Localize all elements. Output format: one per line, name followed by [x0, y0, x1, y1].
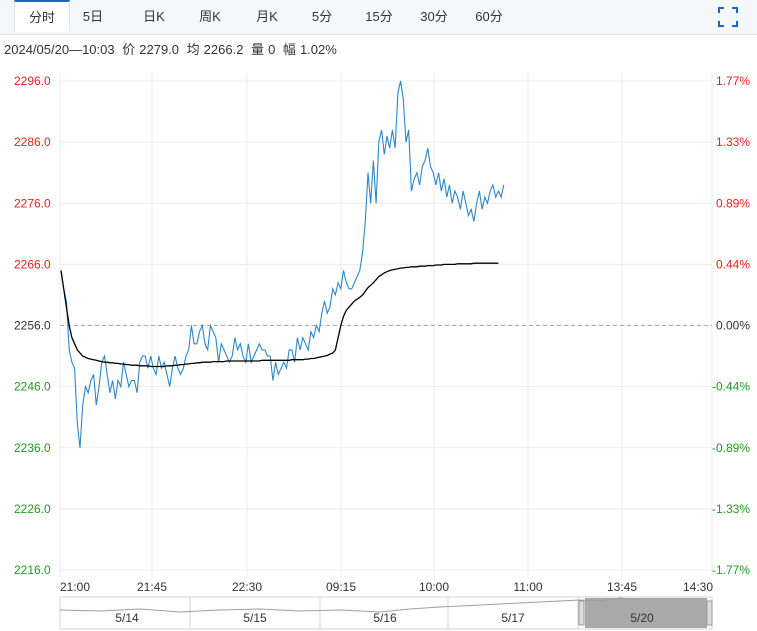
y-tick-right: -0.44% — [712, 380, 750, 394]
navigator-mini-line — [59, 597, 641, 613]
y-tick-left: 2296.0 — [14, 74, 51, 88]
navigator-handle-left — [578, 600, 585, 626]
x-tick-label: 22:30 — [232, 580, 262, 594]
tab-5[interactable]: 5分 — [311, 9, 333, 24]
tab-1[interactable]: 5日 — [82, 9, 104, 24]
price-label: 价 — [122, 42, 136, 57]
y-tick-right: -1.33% — [712, 502, 750, 516]
change-label: 幅 — [282, 42, 296, 57]
x-tick-label: 13:45 — [607, 580, 637, 594]
x-tick-label: 21:45 — [137, 580, 167, 594]
tab-2[interactable]: 日K — [143, 9, 165, 24]
y-tick-right: 0.44% — [716, 257, 750, 271]
tab-4[interactable]: 月K — [256, 9, 278, 24]
price-value: 2279.0 — [139, 42, 180, 57]
x-tick-label: 10:00 — [419, 580, 449, 594]
y-tick-right: 1.33% — [716, 135, 750, 149]
intraday-chart[interactable]: 2296.0 2286.0 2276.0 2266.0 2256.0 2246.0 2236… — [0, 60, 757, 631]
x-tick-label: 21:00 — [60, 580, 90, 594]
y-tick-left: 2256.0 — [14, 319, 51, 333]
y-tick-left: 2216.0 — [14, 563, 51, 577]
y-tick-left: 2246.0 — [14, 380, 51, 394]
tab-0[interactable]: 分时 — [14, 0, 70, 32]
navigator-handle-right — [706, 600, 713, 626]
y-tick-right: -0.89% — [712, 441, 750, 455]
volume-label: 量 — [251, 42, 265, 57]
volume-value: 0 — [268, 42, 276, 57]
navigator-selection — [585, 598, 707, 628]
change-value: 1.02% — [299, 42, 337, 57]
period-tab-bar: 分时 5日 日K 周K 月K 5分 15分 30分 60分 — [0, 0, 757, 35]
quote-datetime: 2024/05/20—10:03 — [4, 42, 115, 57]
tab-7[interactable]: 30分 — [420, 9, 448, 24]
x-tick-label: 14:30 — [683, 580, 713, 594]
avg-price-line — [60, 262, 499, 368]
y-tick-right: -1.77% — [712, 563, 750, 577]
x-tick-label: 11:00 — [513, 580, 542, 594]
y-tick-left: 2266.0 — [14, 257, 51, 271]
tab-6[interactable]: 15分 — [365, 9, 393, 24]
fullscreen-icon[interactable] — [716, 5, 740, 29]
navigator-date-label: 5/20 — [630, 611, 654, 625]
navigator-date-label: 5/14 — [115, 611, 139, 625]
price-line — [60, 80, 505, 448]
navigator-date-label: 5/16 — [373, 611, 397, 625]
y-tick-left: 2236.0 — [14, 441, 51, 455]
navigator-date-label: 5/17 — [501, 611, 525, 625]
x-tick-label: 09:15 — [326, 580, 356, 594]
y-tick-right: 0.00% — [716, 319, 750, 333]
y-tick-right: 1.77% — [716, 74, 750, 88]
avg-value: 2266.2 — [203, 42, 244, 57]
y-tick-left: 2286.0 — [14, 135, 51, 149]
navigator-date-label: 5/15 — [243, 611, 267, 625]
tab-8[interactable]: 60分 — [475, 9, 503, 24]
avg-label: 均 — [186, 42, 200, 57]
y-tick-right: 0.89% — [716, 196, 750, 210]
tab-3[interactable]: 周K — [199, 9, 221, 24]
y-tick-left: 2226.0 — [14, 502, 51, 516]
y-tick-left: 2276.0 — [14, 196, 51, 210]
